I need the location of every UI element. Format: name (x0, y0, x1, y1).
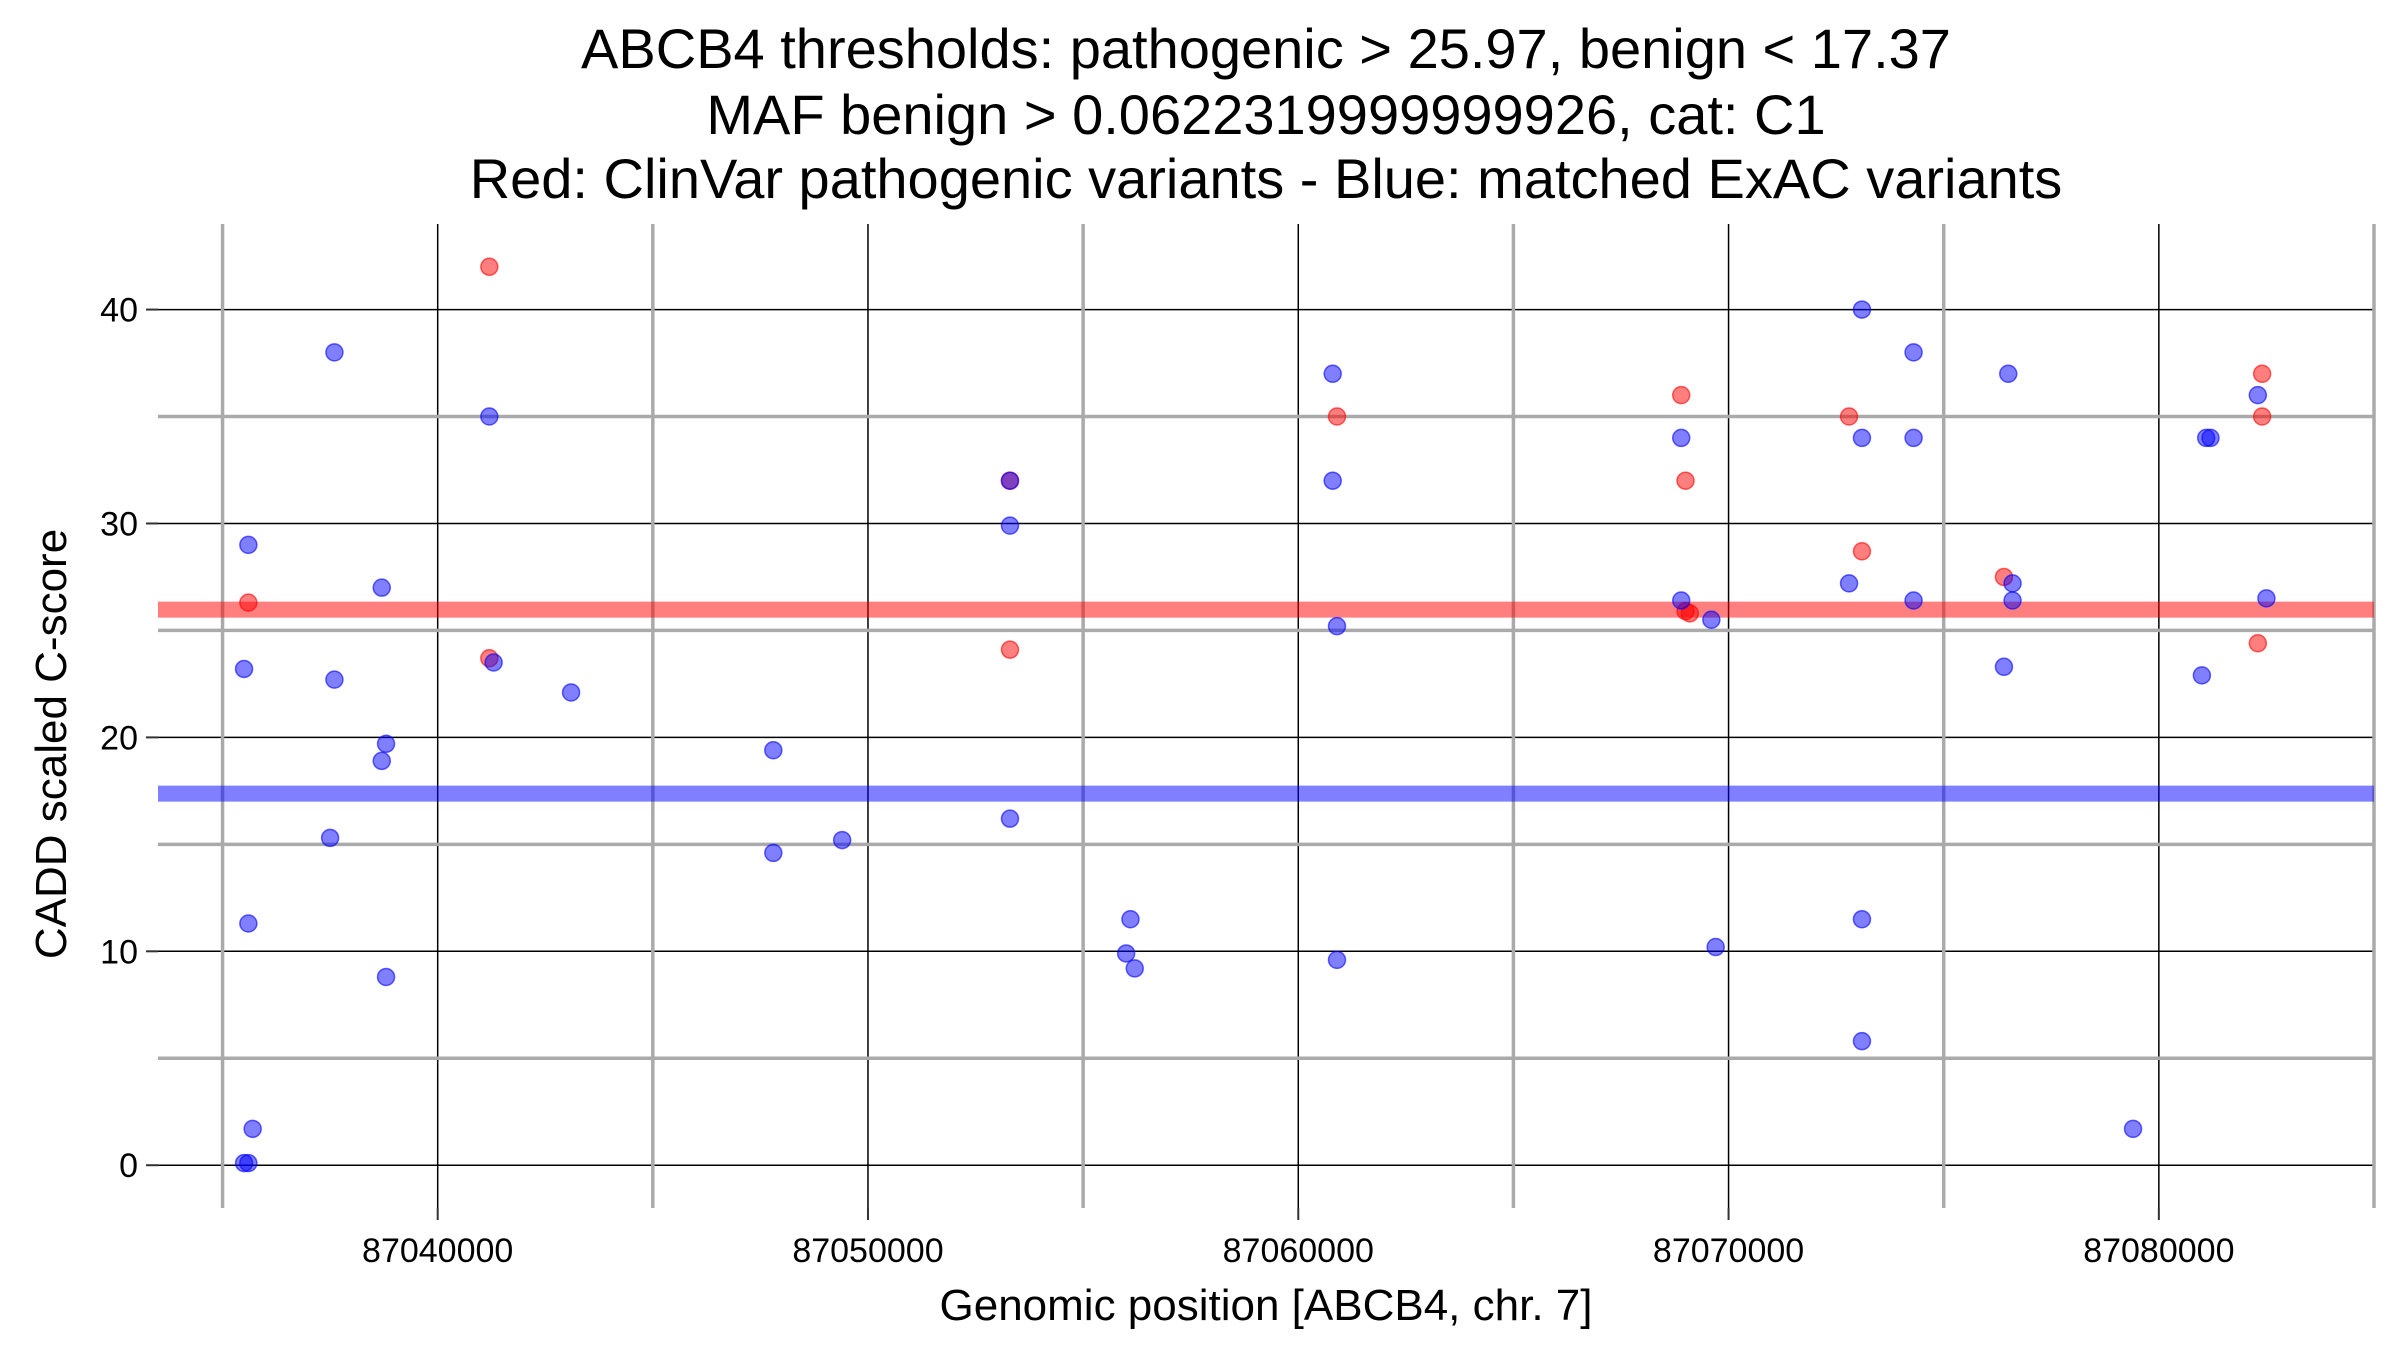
pathogenic-point (480, 257, 499, 277)
exac-point (1000, 471, 1020, 490)
exac-point (2003, 591, 2022, 610)
exac-point (1702, 610, 1721, 629)
exac-point (320, 828, 340, 848)
tick-marks (146, 308, 2160, 1220)
pathogenic-point (2248, 634, 2268, 653)
y-tick-label: 0 (119, 1147, 138, 1185)
exac-point (1000, 809, 1020, 828)
exac-point (1125, 959, 1145, 978)
exac-point (1852, 909, 1872, 929)
x-tick-label: 87060000 (1223, 1232, 1374, 1270)
exac-point (1671, 428, 1691, 448)
exac-point (1904, 343, 1923, 362)
y-tick-label: 40 (100, 292, 138, 330)
exac-point (2248, 385, 2268, 405)
x-tick-label: 87080000 (2083, 1232, 2234, 1270)
exac-point (764, 740, 783, 760)
exac-point (1852, 300, 1872, 319)
exac-point (376, 734, 396, 754)
exac-point (1327, 950, 1347, 970)
pathogenic-point (1000, 640, 1020, 659)
exac-point (1116, 944, 1136, 963)
pathogenic-point (1676, 471, 1695, 490)
exac-point (1671, 591, 1691, 610)
exac-point (1852, 428, 1872, 448)
exac-point (484, 653, 503, 672)
exac-point (234, 659, 254, 679)
data-points (234, 257, 2276, 1173)
pathogenic-point (2252, 364, 2272, 383)
exac-point (1904, 591, 1923, 610)
exac-point (325, 343, 344, 362)
y-tick-label: 30 (100, 505, 138, 543)
pathogenic-point (1671, 385, 1691, 405)
exac-point (239, 535, 258, 555)
exac-point (243, 1119, 262, 1139)
exac-point (1323, 364, 1342, 383)
exac-point (239, 914, 258, 933)
exac-point (376, 967, 396, 987)
exac-point (2257, 589, 2276, 608)
exac-point (480, 407, 499, 426)
exac-point (372, 578, 392, 597)
exac-point (1706, 937, 1725, 957)
exac-point (764, 843, 783, 863)
exac-point (561, 683, 581, 702)
pathogenic-point (239, 593, 258, 612)
pathogenic-point (1327, 407, 1347, 426)
exac-point (1839, 574, 1859, 593)
exac-point (1994, 657, 2014, 677)
exac-point (2192, 666, 2212, 685)
exac-point (2123, 1119, 2143, 1139)
pathogenic-point (2252, 407, 2272, 426)
title-line-2: MAF benign > 0.0622319999999926, cat: C1 (706, 83, 1825, 146)
title-line-3: Red: ClinVar pathogenic variants - Blue:… (470, 147, 2063, 210)
major-grid (158, 224, 2374, 1208)
y-tick-label: 10 (100, 933, 138, 971)
x-tick-label: 87070000 (1653, 1232, 1804, 1270)
exac-point (1904, 428, 1923, 448)
y-axis-title: CADD scaled C-score (27, 529, 76, 959)
exac-point (1323, 471, 1342, 490)
exac-point (1327, 616, 1347, 636)
exac-point (239, 1153, 258, 1173)
pathogenic-point (1680, 604, 1700, 623)
y-tick-labels: 0 10 20 30 40 (100, 292, 138, 1186)
minor-grid (158, 224, 2376, 1208)
exac-point (325, 670, 344, 689)
exac-point (1000, 516, 1020, 535)
x-tick-labels: 87040000 87050000 87060000 87070000 8708… (362, 1232, 2234, 1270)
y-tick-label: 20 (100, 719, 138, 757)
x-tick-label: 87040000 (362, 1232, 513, 1270)
exac-point (1852, 1031, 1872, 1051)
x-tick-label: 87050000 (792, 1232, 943, 1270)
exac-point (2201, 428, 2220, 448)
threshold-lines (158, 601, 2374, 802)
exac-point (832, 830, 852, 850)
exac-point (2003, 574, 2022, 593)
pathogenic-point (1852, 542, 1872, 561)
title-line-1: ABCB4 thresholds: pathogenic > 25.97, be… (581, 17, 1951, 80)
pathogenic-point (1839, 407, 1859, 426)
chart-title: ABCB4 thresholds: pathogenic > 25.97, be… (470, 17, 2063, 210)
exac-point (1999, 364, 2018, 383)
exac-point (372, 751, 392, 771)
exac-point (1121, 909, 1140, 929)
x-axis-title: Genomic position [ABCB4, chr. 7] (940, 1281, 1593, 1330)
